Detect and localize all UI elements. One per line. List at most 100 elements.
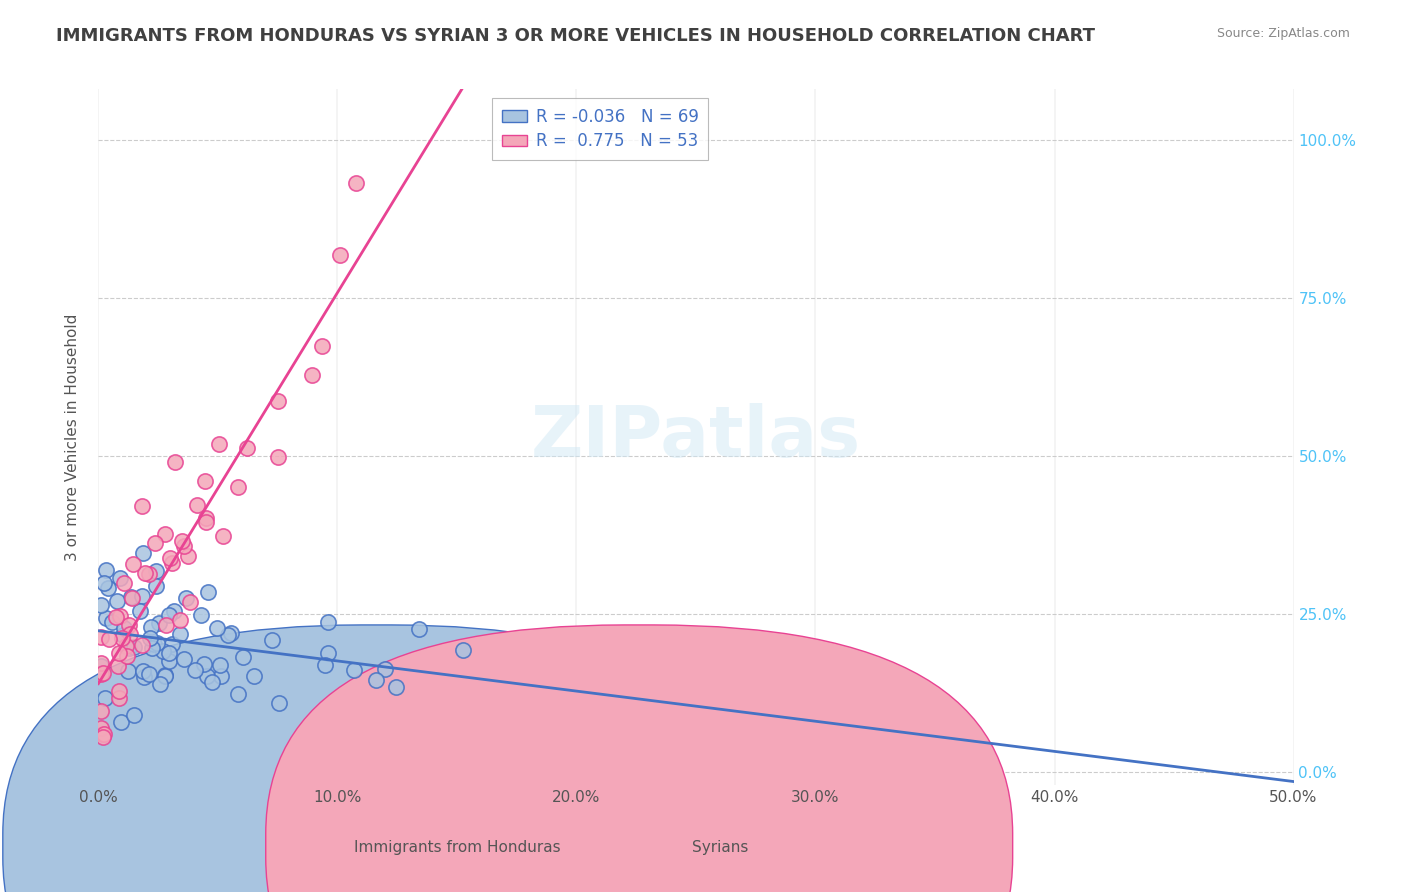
Immigrants from Honduras	[93, 575, 115, 590]
Immigrants from Honduras	[157, 646, 180, 660]
Immigrants from Honduras	[374, 662, 396, 676]
Immigrants from Honduras	[193, 657, 215, 671]
Syrians	[193, 474, 215, 488]
Immigrants from Honduras	[94, 691, 117, 706]
Immigrants from Honduras	[101, 615, 124, 629]
Syrians	[153, 526, 176, 541]
Immigrants from Honduras	[94, 610, 117, 624]
Syrians	[236, 441, 259, 455]
Syrians	[131, 638, 153, 652]
Syrians	[105, 610, 128, 624]
Syrians	[121, 591, 143, 606]
Syrians	[90, 666, 112, 681]
Syrians	[111, 632, 134, 646]
Syrians	[159, 551, 181, 566]
Immigrants from Honduras	[267, 697, 290, 711]
Immigrants from Honduras	[228, 687, 250, 701]
Syrians	[212, 528, 235, 542]
Syrians	[107, 658, 129, 673]
Syrians	[108, 684, 131, 698]
Syrians	[311, 339, 333, 353]
Syrians	[207, 437, 229, 451]
Immigrants from Honduras	[141, 641, 163, 656]
Immigrants from Honduras	[132, 546, 155, 560]
Syrians	[121, 558, 143, 572]
Syrians	[173, 539, 195, 553]
Syrians	[179, 595, 201, 609]
Immigrants from Honduras	[112, 628, 135, 642]
Immigrants from Honduras	[201, 675, 224, 690]
Syrians	[93, 727, 115, 741]
Immigrants from Honduras	[183, 663, 205, 677]
Syrians	[115, 639, 138, 653]
Syrians	[107, 646, 129, 660]
Syrians	[118, 618, 141, 632]
Syrians	[344, 177, 367, 191]
Immigrants from Honduras	[145, 579, 167, 593]
Syrians	[301, 368, 323, 383]
Syrians	[112, 575, 135, 590]
Immigrants from Honduras	[408, 622, 430, 636]
Syrians	[93, 731, 115, 745]
Immigrants from Honduras	[124, 707, 146, 722]
Immigrants from Honduras	[97, 581, 120, 595]
Immigrants from Honduras	[129, 604, 152, 618]
Immigrants from Honduras	[169, 626, 191, 640]
Syrians	[194, 515, 217, 529]
Immigrants from Honduras	[153, 668, 176, 682]
Immigrants from Honduras	[90, 659, 112, 673]
Immigrants from Honduras	[190, 608, 212, 623]
Y-axis label: 3 or more Vehicles in Household: 3 or more Vehicles in Household	[65, 313, 80, 561]
FancyBboxPatch shape	[266, 625, 1012, 892]
Immigrants from Honduras	[159, 607, 181, 622]
Syrians	[170, 534, 193, 549]
Syrians	[266, 450, 288, 464]
Immigrants from Honduras	[145, 565, 167, 579]
Immigrants from Honduras	[314, 658, 336, 673]
Immigrants from Honduras	[90, 598, 112, 612]
Legend: R = -0.036   N = 69, R =  0.775   N = 53: R = -0.036 N = 69, R = 0.775 N = 53	[492, 97, 709, 161]
Text: Immigrants from Honduras: Immigrants from Honduras	[354, 840, 560, 855]
Syrians	[169, 613, 191, 627]
Syrians	[120, 626, 142, 640]
Syrians	[138, 567, 160, 582]
Syrians	[134, 566, 156, 581]
Immigrants from Honduras	[364, 673, 387, 688]
Immigrants from Honduras	[117, 665, 139, 679]
Syrians	[226, 480, 249, 494]
Immigrants from Honduras	[219, 625, 242, 640]
Syrians	[91, 666, 114, 681]
Immigrants from Honduras	[118, 640, 141, 655]
Immigrants from Honduras	[343, 663, 366, 677]
Immigrants from Honduras	[153, 669, 176, 683]
Immigrants from Honduras	[173, 652, 195, 666]
Syrians	[186, 498, 208, 512]
Text: ZIPatlas: ZIPatlas	[531, 402, 860, 472]
Immigrants from Honduras	[316, 646, 339, 660]
Immigrants from Honduras	[316, 615, 339, 629]
Syrians	[329, 248, 352, 262]
Immigrants from Honduras	[197, 585, 219, 599]
Syrians	[107, 691, 129, 706]
Immigrants from Honduras	[148, 615, 170, 630]
Immigrants from Honduras	[157, 654, 180, 668]
Immigrants from Honduras	[131, 589, 153, 603]
Immigrants from Honduras	[217, 628, 239, 642]
Syrians	[91, 727, 114, 741]
Immigrants from Honduras	[174, 591, 197, 606]
Syrians	[155, 617, 177, 632]
Immigrants from Honduras	[162, 637, 184, 651]
Immigrants from Honduras	[208, 657, 231, 672]
Syrians	[90, 656, 112, 670]
Syrians	[108, 609, 131, 624]
FancyBboxPatch shape	[3, 625, 749, 892]
Immigrants from Honduras	[205, 621, 228, 635]
Syrians	[195, 511, 218, 525]
Immigrants from Honduras	[139, 620, 162, 634]
Syrians	[145, 536, 167, 550]
Immigrants from Honduras	[243, 669, 266, 683]
Syrians	[115, 649, 138, 664]
Immigrants from Honduras	[122, 640, 145, 654]
Immigrants from Honduras	[385, 680, 408, 694]
Syrians	[267, 393, 290, 408]
